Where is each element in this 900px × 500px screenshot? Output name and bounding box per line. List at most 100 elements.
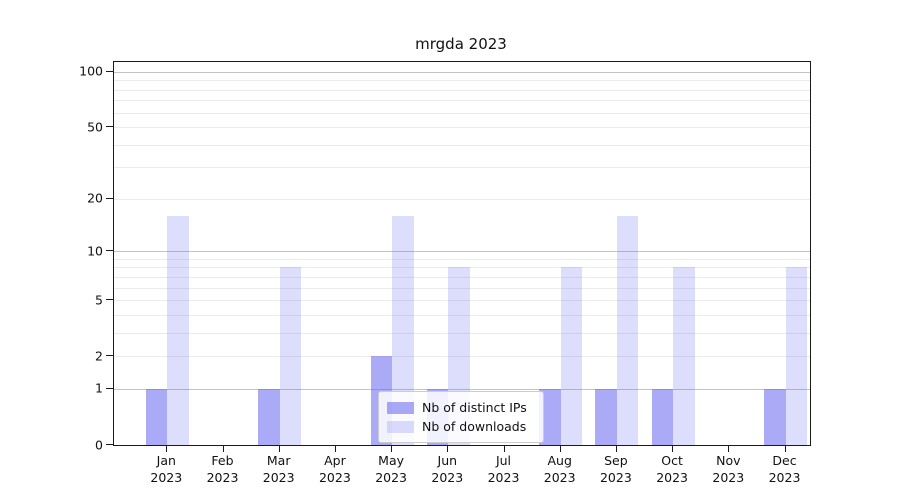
x-tick-mark — [222, 445, 224, 452]
gridline-minor — [114, 267, 810, 269]
legend-label-distinct-ips: Nb of distinct IPs — [422, 400, 527, 415]
bar-downloads-may — [392, 215, 414, 445]
gridline-minor — [114, 100, 810, 102]
x-tick-month: Mar — [266, 453, 291, 468]
y-tick-label: 20 — [87, 190, 103, 206]
y-tick-label: 5 — [95, 292, 103, 308]
bar-distinct-ips-dec — [764, 388, 786, 445]
bar-downloads-jan — [167, 215, 189, 445]
y-tick-mark — [106, 197, 113, 199]
x-tick-month: Apr — [324, 453, 346, 468]
x-tick-month: Aug — [547, 453, 572, 468]
x-tick-label: May 2023 — [375, 452, 407, 486]
x-tick-label: Aug 2023 — [544, 452, 576, 486]
x-tick-month: Sep — [604, 453, 628, 468]
x-tick-year: 2023 — [487, 470, 520, 485]
x-tick-label: Nov 2023 — [712, 452, 744, 486]
x-tick-month: Feb — [211, 453, 234, 468]
gridline-minor — [114, 144, 810, 146]
legend-label-downloads: Nb of downloads — [422, 419, 527, 434]
x-tick-label: Mar 2023 — [263, 452, 295, 486]
x-tick-mark — [728, 445, 730, 452]
gridline-minor — [114, 89, 810, 91]
legend-item: Nb of distinct IPs — [387, 398, 535, 417]
gridline-minor — [114, 287, 810, 289]
x-tick-month: Dec — [772, 453, 797, 468]
x-tick-month: Jun — [437, 453, 458, 468]
x-tick-year: 2023 — [712, 470, 745, 485]
gridline-major — [114, 71, 810, 73]
x-tick-mark — [784, 445, 786, 452]
x-tick-year: 2023 — [656, 470, 688, 485]
x-tick-mark — [166, 445, 168, 452]
x-tick-year: 2023 — [431, 470, 464, 485]
bar-distinct-ips-jan — [145, 388, 168, 445]
y-tick-mark — [106, 70, 113, 72]
x-tick-label: Jan 2023 — [150, 452, 182, 486]
x-tick-label: Sep 2023 — [600, 452, 632, 486]
x-tick-year: 2023 — [318, 470, 351, 485]
x-tick-month: Jan — [156, 453, 176, 468]
bar-distinct-ips-aug — [539, 388, 561, 445]
x-tick-year: 2023 — [768, 470, 801, 485]
gridline-minor — [114, 332, 810, 334]
gridline-minor — [114, 356, 810, 358]
y-tick-label: 2 — [95, 348, 103, 364]
x-tick-label: Feb 2023 — [207, 452, 239, 486]
gridline-major — [114, 251, 810, 253]
legend: Nb of distinct IPs Nb of downloads — [378, 391, 544, 443]
gridline-minor — [114, 258, 810, 260]
x-tick-mark — [559, 445, 561, 452]
legend-item: Nb of downloads — [387, 417, 535, 436]
x-tick-mark — [615, 445, 618, 452]
gridline-minor — [114, 167, 810, 169]
x-tick-mark — [278, 445, 280, 452]
y-tick-mark — [106, 387, 113, 390]
x-tick-year: 2023 — [262, 470, 295, 485]
gridline-minor — [114, 276, 810, 278]
gridline-minor — [114, 314, 810, 316]
gridline-minor — [114, 80, 810, 82]
y-tick-label: 10 — [87, 243, 103, 259]
x-tick-mark — [672, 445, 674, 452]
bar-downloads-oct — [673, 267, 695, 445]
x-tick-label: Jun 2023 — [431, 452, 463, 486]
x-tick-year: 2023 — [543, 470, 576, 485]
gridline-major — [114, 388, 810, 390]
x-tick-mark — [447, 445, 449, 452]
bar-distinct-ips-sep — [595, 388, 617, 445]
x-tick-year: 2023 — [375, 470, 407, 485]
x-tick-month: May — [378, 453, 405, 468]
y-tick-mark — [106, 355, 113, 357]
bar-distinct-ips-oct — [651, 388, 674, 445]
plot-area — [113, 61, 811, 446]
legend-swatch-distinct-ips — [387, 401, 414, 414]
bar-downloads-dec — [785, 267, 807, 445]
x-tick-label: Apr 2023 — [319, 452, 351, 486]
x-tick-month: Nov — [716, 453, 741, 468]
x-tick-mark — [503, 445, 505, 452]
x-tick-label: Dec 2023 — [769, 452, 801, 486]
gridline-minor — [114, 300, 810, 302]
gridline-minor — [114, 127, 810, 129]
bar-downloads-mar — [279, 267, 302, 445]
y-tick-mark — [106, 444, 113, 446]
y-tick-label: 50 — [87, 119, 103, 135]
chart-title: mrgda 2023 — [415, 35, 507, 53]
bar-downloads-aug — [560, 267, 583, 445]
y-tick-label: 100 — [79, 63, 103, 79]
y-tick-label: 0 — [95, 437, 103, 452]
gridline-minor — [114, 198, 810, 200]
y-tick-label: 1 — [95, 380, 103, 396]
x-tick-month: Jul — [495, 453, 512, 468]
legend-swatch-downloads — [387, 420, 414, 433]
y-tick-mark — [106, 250, 113, 252]
gridline-minor — [114, 112, 810, 114]
bar-downloads-sep — [616, 215, 639, 445]
bar-distinct-ips-mar — [258, 388, 280, 445]
x-tick-month: Oct — [661, 453, 683, 468]
x-tick-year: 2023 — [599, 470, 632, 485]
y-tick-mark — [106, 126, 113, 128]
x-tick-year: 2023 — [206, 470, 239, 485]
